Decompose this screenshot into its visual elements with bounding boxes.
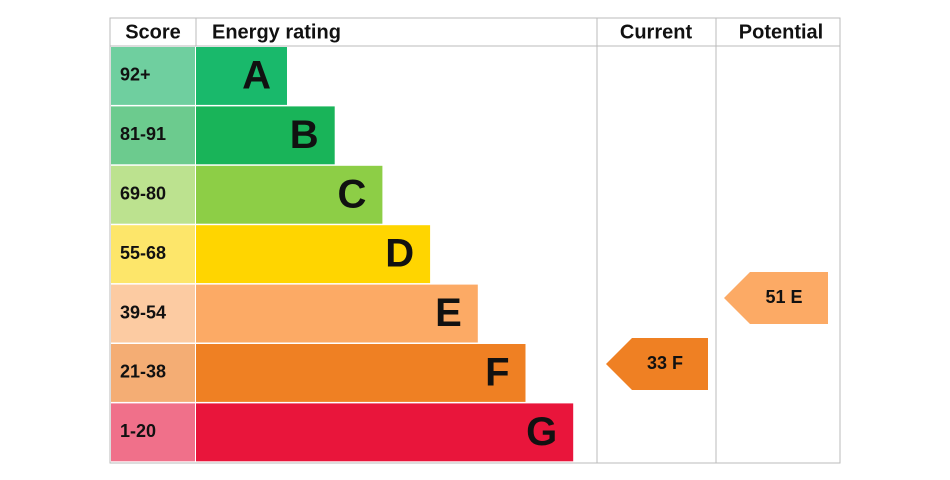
potential-label: 51 E: [765, 287, 802, 307]
score-cell: [111, 344, 195, 402]
score-cell: [111, 225, 195, 284]
header-current: Current: [620, 21, 693, 43]
rating-letter: A: [242, 54, 271, 98]
bands: 92+ A 81-91 B 69-80 C 55-68 D 39-54 E 21-38 F 1-20 G: [111, 47, 574, 462]
score-cell: [111, 284, 195, 343]
score-label: 39-54: [120, 302, 166, 322]
header-energy-rating: Energy rating: [212, 21, 341, 43]
rating-bar: [196, 165, 383, 224]
score-label: 1-20: [120, 421, 156, 441]
rating-letter: D: [385, 232, 414, 276]
score-label: 21-38: [120, 362, 166, 382]
rating-bar: [196, 284, 478, 343]
rating-letter: F: [485, 351, 509, 395]
rating-bar: [196, 344, 526, 402]
rating-bar: [196, 403, 574, 462]
score-label: 92+: [120, 65, 151, 85]
rating-letter: B: [290, 113, 319, 157]
score-label: 81-91: [120, 124, 166, 144]
score-cell: [111, 403, 195, 462]
score-cell: [111, 106, 195, 165]
score-cell: [111, 165, 195, 224]
score-label: 69-80: [120, 184, 166, 204]
rating-bar: [196, 225, 431, 284]
score-label: 55-68: [120, 243, 166, 263]
rating-letter: E: [435, 291, 462, 335]
header-score: Score: [125, 21, 181, 43]
current-arrow: [606, 338, 708, 390]
rating-bar: [196, 106, 335, 165]
rating-letter: G: [526, 410, 557, 454]
potential-arrow: [724, 272, 828, 324]
score-cell: [111, 47, 195, 105]
header-potential: Potential: [739, 21, 823, 43]
rating-bar: [196, 47, 287, 105]
rating-letter: C: [338, 172, 367, 216]
current-label: 33 F: [647, 353, 683, 373]
